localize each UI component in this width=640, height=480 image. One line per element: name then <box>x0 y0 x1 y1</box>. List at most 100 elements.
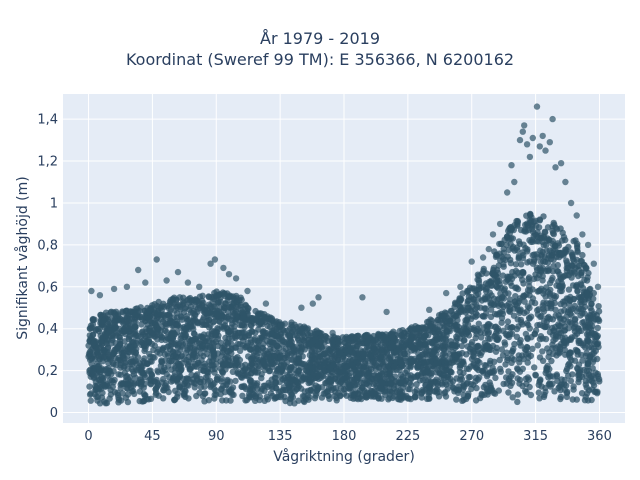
data-point <box>262 382 269 389</box>
data-point <box>425 392 432 399</box>
data-point <box>117 364 124 371</box>
data-point <box>211 318 218 325</box>
data-point <box>214 350 222 357</box>
data-point <box>97 332 104 339</box>
data-point <box>136 360 143 367</box>
data-point <box>527 313 535 320</box>
data-point <box>105 359 112 367</box>
data-point <box>219 397 226 404</box>
data-point <box>363 372 371 379</box>
data-point <box>315 294 322 301</box>
data-point <box>557 395 564 403</box>
data-point <box>549 380 556 387</box>
data-point <box>283 379 291 386</box>
data-point <box>567 377 575 385</box>
data-point <box>244 372 252 379</box>
data-point <box>508 359 515 366</box>
data-point <box>534 311 542 318</box>
data-point <box>516 136 524 144</box>
data-point <box>191 330 198 338</box>
data-point <box>481 362 488 369</box>
data-point <box>155 304 162 311</box>
data-point <box>480 369 487 376</box>
data-point <box>452 321 459 329</box>
data-point <box>177 335 184 342</box>
data-point <box>176 383 183 390</box>
data-point <box>258 317 265 325</box>
data-point <box>377 369 385 376</box>
data-point <box>561 307 568 314</box>
data-point <box>563 365 571 373</box>
data-point <box>277 362 285 370</box>
data-point <box>594 283 602 290</box>
data-point <box>171 307 178 314</box>
data-point <box>230 302 237 309</box>
data-point <box>323 388 330 395</box>
data-point <box>405 385 412 393</box>
data-point <box>336 380 344 387</box>
data-point <box>407 343 415 350</box>
data-point <box>101 398 108 405</box>
data-point <box>508 349 515 356</box>
data-point <box>519 269 526 276</box>
data-point <box>465 390 472 397</box>
data-point <box>459 290 466 297</box>
data-point <box>219 369 226 376</box>
data-point <box>474 325 481 333</box>
data-point <box>280 384 287 391</box>
data-point <box>487 306 495 313</box>
data-point <box>584 314 592 321</box>
data-point <box>271 353 278 360</box>
data-point <box>500 261 507 268</box>
data-point <box>185 316 192 324</box>
y-tick-label: 1,4 <box>37 113 58 128</box>
data-point <box>263 329 270 337</box>
data-point <box>398 380 405 387</box>
data-point <box>383 308 390 316</box>
data-point <box>499 352 507 359</box>
data-point <box>337 349 344 356</box>
data-point <box>549 229 557 237</box>
data-point <box>508 379 516 386</box>
data-point <box>549 115 556 123</box>
data-point <box>392 348 400 356</box>
data-point <box>417 372 425 379</box>
x-tick-label: 315 <box>523 429 548 444</box>
data-point <box>242 361 249 368</box>
data-point <box>177 312 184 320</box>
data-point <box>478 270 485 278</box>
data-point <box>169 348 177 355</box>
data-point <box>469 313 477 320</box>
x-tick-labels: 0 45 90 135 180 225 270 315 360 <box>84 429 611 444</box>
data-point <box>275 344 283 351</box>
data-point <box>140 337 147 344</box>
data-point <box>566 349 574 356</box>
data-point <box>558 381 565 388</box>
data-point <box>145 315 152 322</box>
data-point <box>415 339 422 346</box>
data-point <box>563 259 571 266</box>
data-point <box>514 391 522 398</box>
data-point <box>377 388 384 395</box>
data-point <box>295 397 302 404</box>
data-point <box>473 330 480 338</box>
data-point <box>88 287 95 295</box>
data-point <box>365 382 372 389</box>
data-point <box>381 359 388 366</box>
data-point <box>555 322 563 330</box>
data-point <box>524 374 531 381</box>
data-point <box>225 330 232 338</box>
data-point <box>86 325 94 332</box>
data-point <box>222 382 229 389</box>
data-point <box>329 329 336 337</box>
data-point <box>247 377 255 384</box>
data-point <box>494 284 502 292</box>
chart-title: År 1979 - 2019 <box>260 29 380 48</box>
data-point <box>272 379 279 386</box>
data-point <box>355 390 362 397</box>
data-point <box>146 367 153 374</box>
data-point <box>573 308 581 315</box>
data-point <box>155 368 162 376</box>
data-point <box>520 293 527 301</box>
